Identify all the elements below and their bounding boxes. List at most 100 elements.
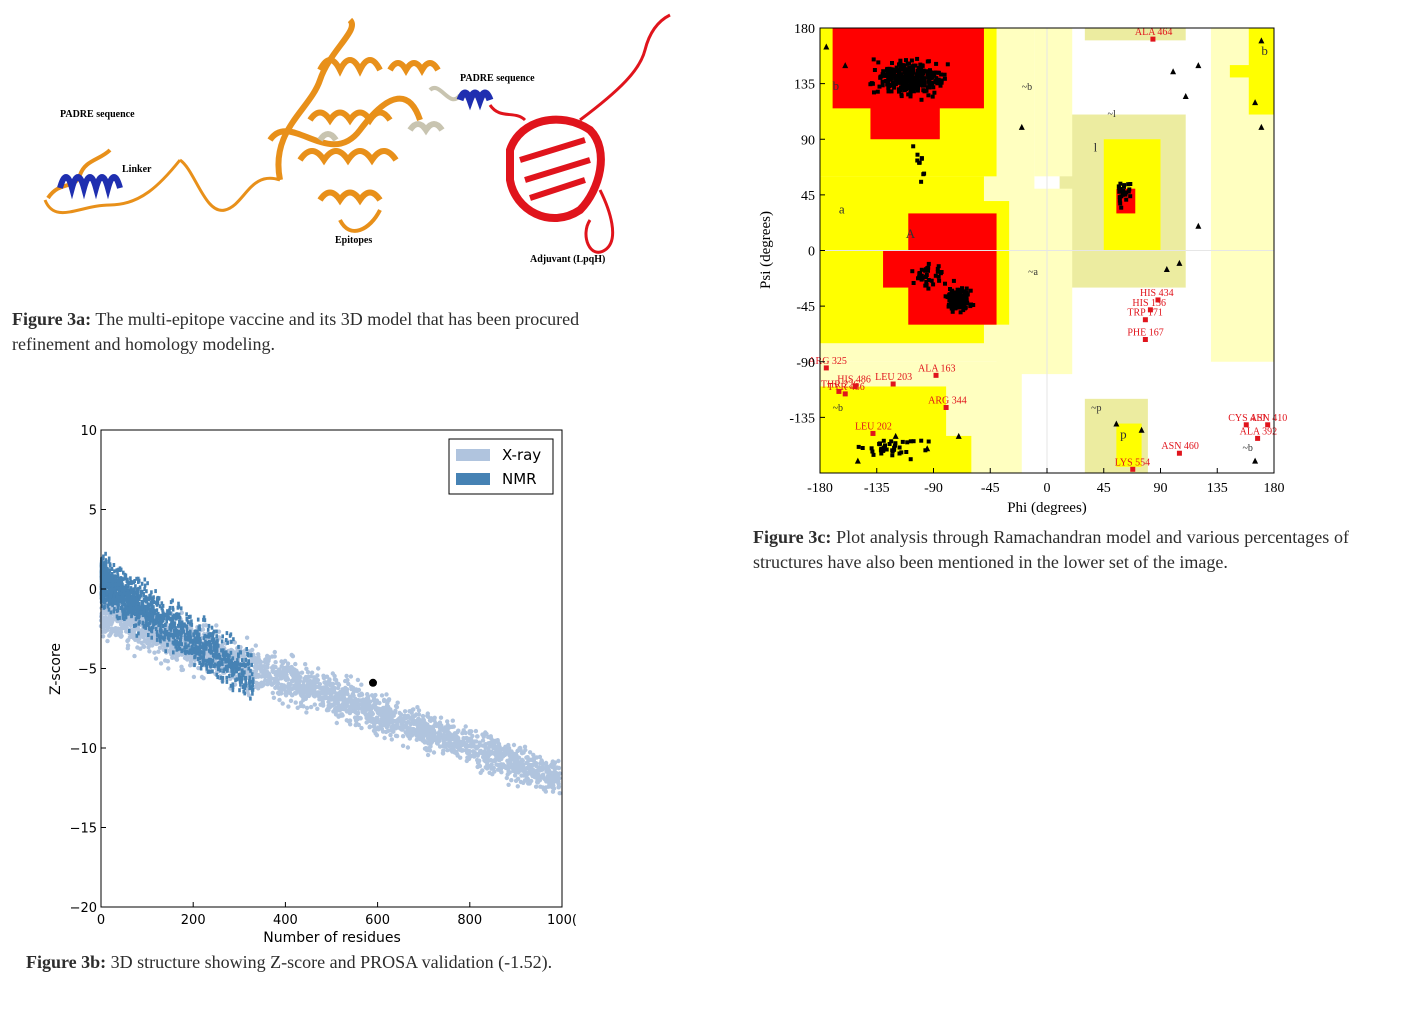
xray-point: [522, 744, 528, 749]
nmr-point: [155, 637, 159, 642]
nmr-point: [156, 598, 159, 602]
nmr-point: [176, 647, 179, 652]
nmr-point: [180, 631, 183, 636]
nmr-point: [135, 576, 138, 581]
xray-point: [386, 697, 392, 702]
xray-point: [344, 700, 349, 706]
residue-point: [920, 63, 925, 68]
nmr-point: [104, 558, 108, 563]
nmr-point: [168, 605, 172, 610]
residue-point: [1126, 182, 1131, 187]
nmr-point: [139, 610, 142, 615]
xray-point: [473, 728, 479, 734]
nmr-point: [108, 601, 112, 606]
region-label: ~a: [1028, 267, 1038, 278]
nmr-point: [150, 618, 154, 622]
residue-point: [872, 68, 877, 72]
caption-label: Figure 3c:: [753, 527, 832, 547]
residue-point: [905, 84, 910, 89]
residue-point: [931, 282, 936, 287]
nmr-point: [214, 662, 217, 667]
residue-point: [955, 300, 960, 305]
xray-point: [366, 705, 371, 711]
xray-point: [330, 690, 336, 695]
xray-point: [516, 755, 522, 760]
nmr-point: [205, 664, 208, 669]
xray-point: [415, 726, 421, 731]
x-tick-label: -135: [864, 481, 890, 496]
nmr-point: [167, 613, 170, 618]
residue-point: [1128, 194, 1133, 199]
xray-point: [440, 726, 445, 732]
nmr-point: [137, 576, 140, 581]
residue-point: [1121, 192, 1125, 197]
xray-point: [299, 670, 305, 675]
nmr-point: [238, 688, 241, 693]
nmr-point: [100, 604, 104, 609]
nmr-point: [171, 623, 174, 628]
residue-point: [916, 72, 921, 77]
nmr-point: [166, 642, 169, 647]
nmr-point: [240, 675, 243, 680]
residue-point: [893, 78, 898, 83]
region-label: ~b: [1022, 82, 1032, 93]
residue-point: [924, 279, 929, 284]
xray-point: [481, 755, 486, 760]
nmr-point: [248, 678, 251, 683]
nmr-point: [238, 662, 242, 667]
nmr-point: [143, 577, 147, 582]
residue-point: [890, 81, 895, 86]
xray-point: [100, 634, 106, 639]
nmr-point: [127, 602, 131, 607]
nmr-point: [130, 614, 133, 619]
nmr-point: [109, 586, 112, 591]
nmr-point: [161, 608, 164, 613]
xray-point: [308, 704, 314, 710]
nmr-point: [129, 607, 132, 612]
nmr-point: [128, 597, 132, 601]
glycine-point: [1182, 92, 1189, 99]
residue-point: [898, 88, 903, 92]
xray-point: [118, 634, 124, 639]
xray-point: [304, 705, 310, 711]
nmr-point: [175, 629, 179, 634]
xray-point: [551, 783, 556, 788]
residue-point: [908, 94, 913, 99]
region-label: ~b: [833, 403, 843, 414]
y-tick-label: 45: [801, 189, 815, 204]
residue-point: [877, 84, 882, 89]
x-tick-label: 135: [1207, 481, 1228, 496]
xray-point: [556, 785, 561, 790]
xray-point: [340, 687, 345, 692]
xray-point: [484, 731, 489, 737]
nmr-point: [194, 642, 197, 646]
xray-point: [450, 718, 455, 723]
nmr-point: [237, 644, 240, 649]
nmr-point: [105, 591, 109, 596]
nmr-point: [222, 669, 225, 673]
residue-point: [950, 302, 955, 307]
xray-point: [557, 776, 562, 781]
zplot-points: [98, 551, 562, 796]
residue-point: [881, 448, 886, 453]
residue-point: [921, 71, 926, 76]
nmr-point: [148, 609, 151, 614]
nmr-point: [196, 657, 200, 661]
nmr-point: [204, 646, 207, 650]
residue-point: [918, 62, 923, 67]
xray-point: [320, 690, 325, 696]
xray-point: [435, 741, 440, 746]
residue-point: [939, 78, 944, 83]
residue-point: [950, 309, 955, 314]
residue-point: [932, 90, 937, 95]
nmr-point: [121, 612, 125, 617]
nmr-point: [231, 667, 235, 671]
xray-point: [515, 748, 521, 753]
xray-point: [284, 668, 289, 674]
nmr-point: [201, 655, 205, 660]
xray-point: [271, 695, 277, 700]
residue-point: [957, 287, 962, 292]
nmr-point: [144, 604, 147, 609]
nmr-point: [190, 648, 194, 653]
residue-point: [963, 293, 968, 298]
